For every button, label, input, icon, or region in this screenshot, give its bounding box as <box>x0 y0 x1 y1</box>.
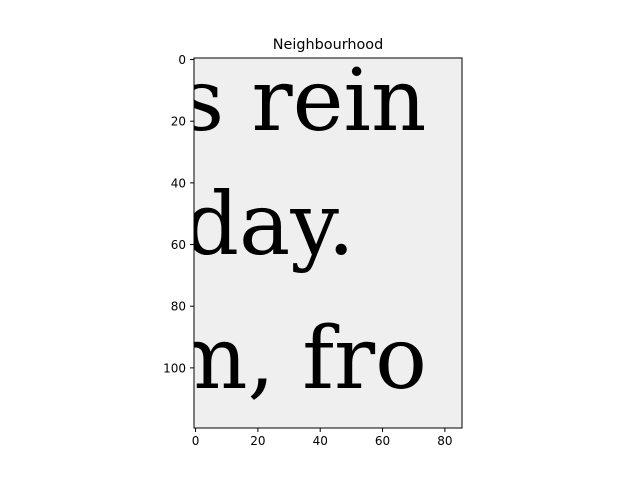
x-tick-label: 80 <box>437 434 452 448</box>
y-tick-label: 40 <box>171 176 186 190</box>
image-text-line: day. <box>184 175 355 275</box>
y-tick-label: 60 <box>171 238 186 252</box>
chart-title: Neighbourhood <box>273 37 383 53</box>
y-tick-label: 80 <box>171 300 186 314</box>
y-tick-label: 0 <box>178 53 186 67</box>
image-text-line: m, fro <box>166 309 427 409</box>
x-tick-label: 20 <box>250 434 265 448</box>
image-text-line: s rein <box>180 51 426 151</box>
axis-ticks: 0 20 40 60 80 0 20 40 60 80 100 <box>163 53 452 448</box>
x-tick-label: 40 <box>313 434 328 448</box>
image-background <box>194 58 462 428</box>
x-tick-label: 0 <box>192 434 200 448</box>
y-tick-label: 20 <box>171 115 186 129</box>
y-tick-label: 100 <box>163 361 186 375</box>
heatmap-image: s rein day. m, fro <box>166 51 462 428</box>
axes-frame <box>193 57 463 429</box>
x-tick-label: 60 <box>375 434 390 448</box>
